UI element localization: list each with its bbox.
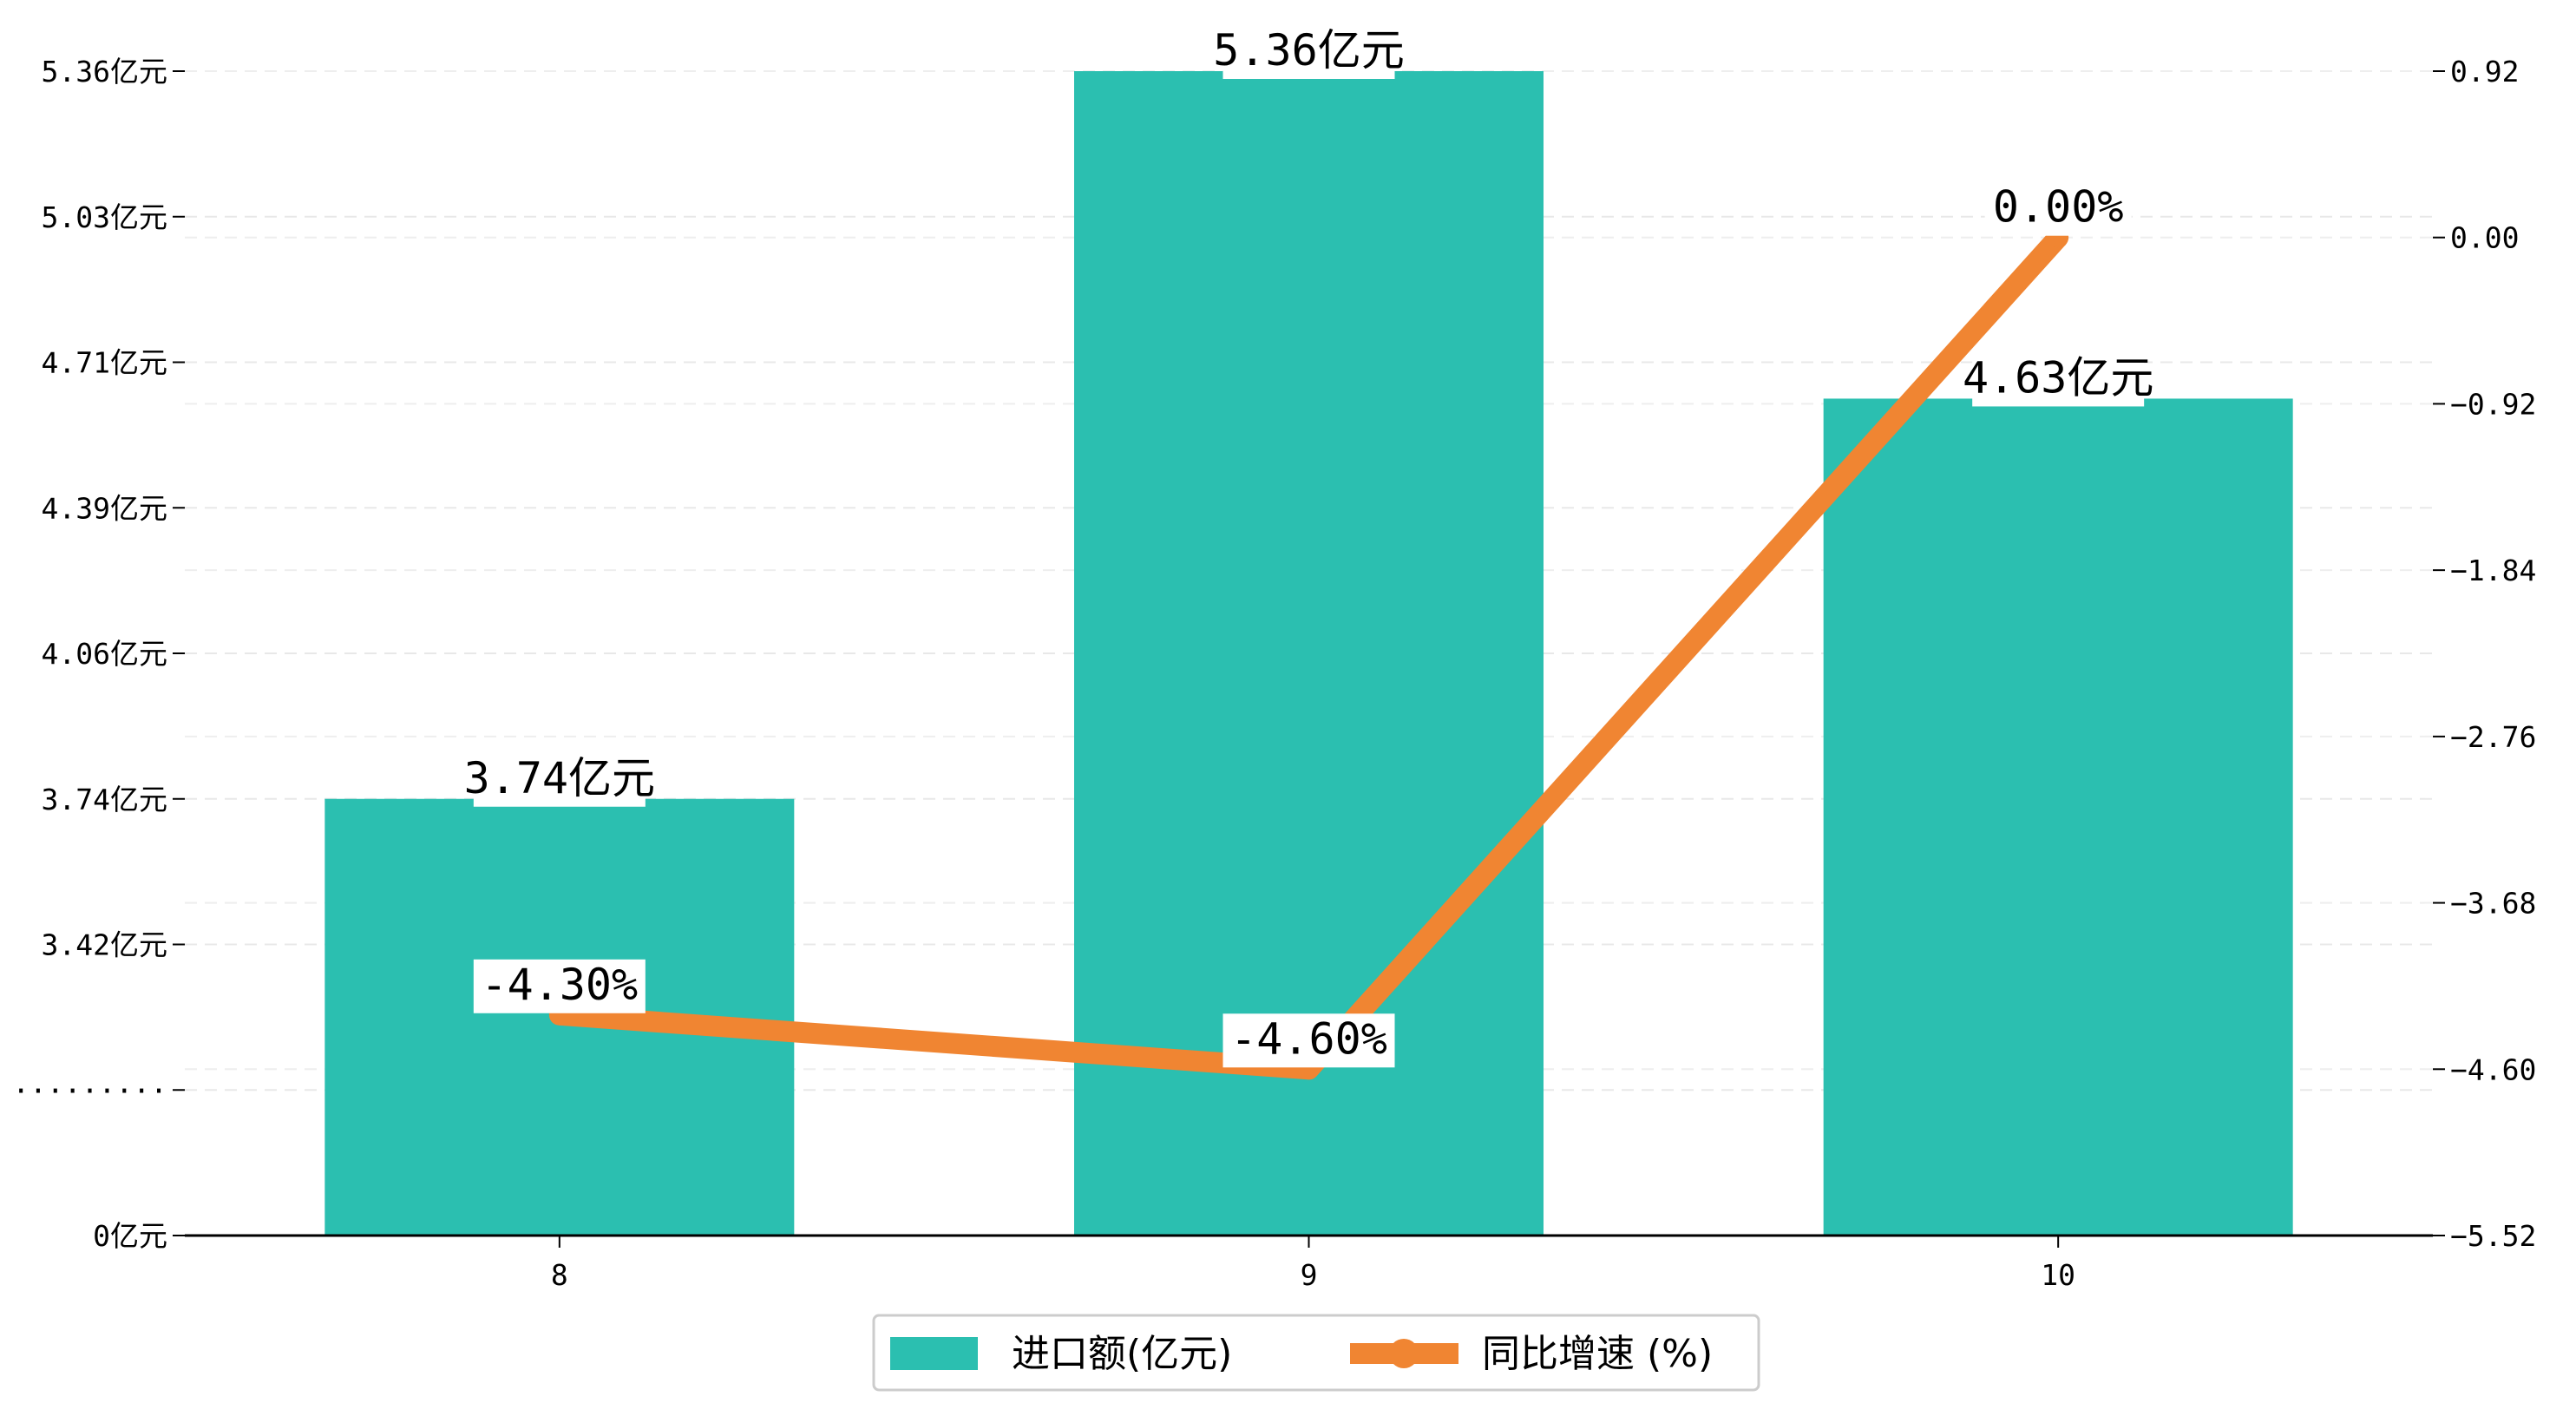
- y-tick-label-right: −0.92: [2450, 387, 2536, 421]
- legend-frame: [872, 1314, 1760, 1392]
- x-tick-label: 9: [1301, 1258, 1318, 1292]
- y-tick-label-left: 4.39亿元: [42, 491, 167, 525]
- data-labels: 3.74亿元 5.36亿元 4.63亿元 -4.30% -4.60% 0.00%: [464, 25, 2153, 1068]
- y-tick-label-left: 3.74亿元: [42, 783, 167, 816]
- line-value-label-box: [473, 959, 646, 1013]
- line-value-label: -4.30%: [482, 960, 639, 1010]
- x-axis: 8 9 10: [551, 1236, 2075, 1292]
- legend-label-bar: 进口额(亿元): [1012, 1332, 1232, 1376]
- legend-swatch-bar: [890, 1337, 978, 1370]
- left-y-axis: 0亿元 ········· 3.42亿元 3.74亿元 4.06亿元 4.39亿元 4.71…: [12, 55, 185, 1253]
- y-tick-label-left: 5.36亿元: [42, 55, 167, 88]
- line-value-label: 0.00%: [1993, 182, 2124, 233]
- y-tick-label-left: 4.06亿元: [42, 637, 167, 671]
- line-value-label-box: [1984, 181, 2132, 236]
- y-tick-label-right: 0.00: [2450, 221, 2519, 255]
- y-tick-label-right: −4.60: [2450, 1052, 2536, 1086]
- bar-value-label-box: [1972, 352, 2145, 407]
- legend-label-line: 同比增速 (%): [1482, 1332, 1713, 1376]
- bar-value-label: 4.63亿元: [1963, 352, 2153, 403]
- y-tick-label-left: 0亿元: [93, 1219, 167, 1253]
- x-tick-label: 10: [2041, 1258, 2075, 1292]
- x-tick-label: 8: [551, 1258, 568, 1292]
- y-tick-label-right: −3.68: [2450, 887, 2536, 921]
- bar-value-label-box: [473, 752, 646, 807]
- line-value-label-box: [1222, 1013, 1395, 1068]
- legend-swatch-marker: [1389, 1339, 1419, 1368]
- bar-value-label-box: [1222, 25, 1395, 79]
- legend: 进口额(亿元) 同比增速 (%): [872, 1314, 1760, 1392]
- y-tick-label-right: −2.76: [2450, 720, 2536, 754]
- y-tick-label-left: 5.03亿元: [42, 200, 167, 234]
- y-tick-label-right: 0.92: [2450, 55, 2519, 88]
- y-tick-label-left: ·········: [12, 1073, 167, 1107]
- bar-value-label: 5.36亿元: [1213, 25, 1404, 75]
- y-tick-label-left: 3.42亿元: [42, 928, 167, 962]
- line-value-label: -4.60%: [1230, 1013, 1387, 1064]
- y-tick-label-left: 4.71亿元: [42, 346, 167, 380]
- y-tick-label-right: −1.84: [2450, 554, 2536, 587]
- bar-value-label: 3.74亿元: [464, 753, 655, 803]
- right-y-axis: 0.92 0.00 −0.92 −1.84 −2.76 −3.68 −4.60 −5.52: [2433, 55, 2536, 1253]
- y-tick-label-right: −5.52: [2450, 1219, 2536, 1253]
- bar: [1823, 398, 2293, 1236]
